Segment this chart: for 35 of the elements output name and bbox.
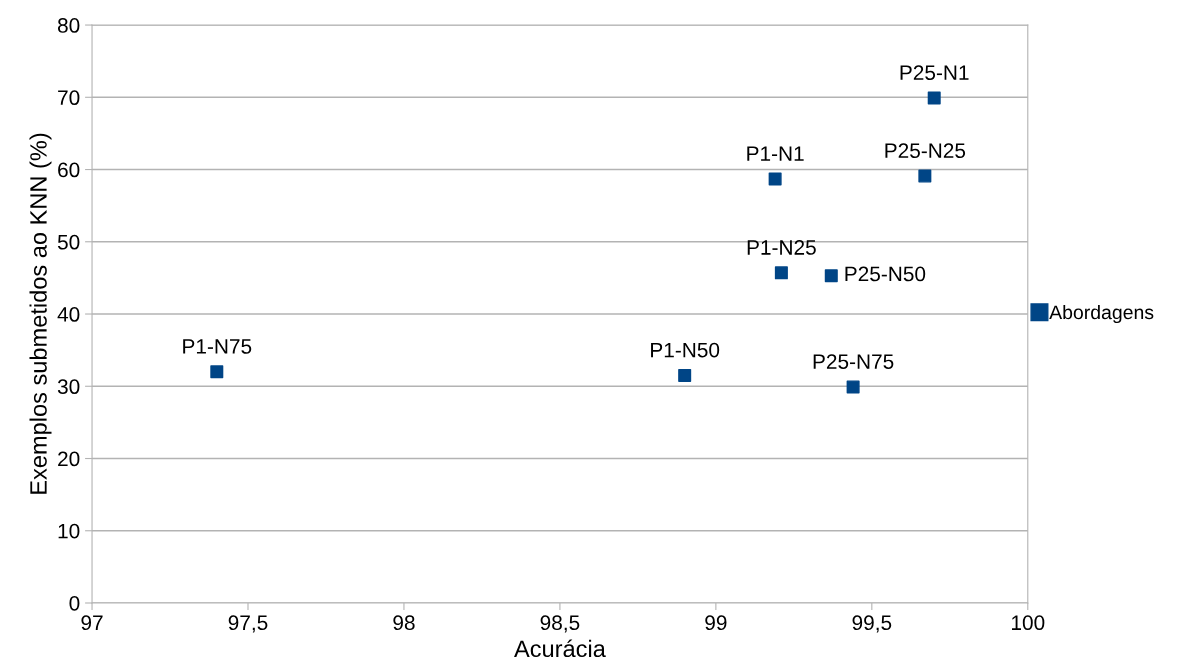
y-tick-label: 40 [57, 307, 80, 322]
x-tick-label: 99,5 [852, 615, 892, 633]
y-tick-label: 10 [58, 523, 80, 539]
annotation: P25-N75 [813, 354, 894, 369]
x-tick-label: 99 [705, 615, 727, 631]
point [927, 91, 941, 105]
legend-label: Abordagens [1049, 304, 1154, 324]
x-axis-title: Acurácia [514, 639, 606, 658]
point [918, 169, 932, 183]
y-tick-label: 0 [69, 596, 80, 611]
point [774, 266, 788, 280]
y-tick-label: 50 [57, 234, 80, 250]
point [768, 172, 782, 186]
point [846, 380, 860, 394]
y-tick-label: 70 [58, 90, 80, 106]
x-tick-label: 97,5 [228, 615, 268, 633]
x-tick-label: 97 [81, 615, 103, 631]
point [678, 368, 692, 382]
point [824, 269, 838, 283]
annotation: P1-N50 [651, 342, 720, 358]
annotation: P25-N50 [845, 266, 926, 282]
x-tick-label: 98 [393, 615, 415, 631]
annotation: P25-N1 [900, 65, 969, 80]
annotation: P25-N25 [885, 143, 966, 159]
y-tick-label: 20 [58, 451, 80, 467]
x-tick-label: 98,5 [540, 615, 580, 633]
x-tick-label: 100 [1012, 615, 1045, 631]
y-tick-label: 60 [58, 162, 80, 178]
annotation: P1-N1 [747, 146, 804, 161]
y-axis-title: Exemplos submetidos ao KNN (%) [29, 133, 52, 494]
y-tick-label: 80 [57, 18, 80, 33]
annotation: P1-N75 [183, 339, 252, 354]
annotation: P1-N25 [747, 240, 816, 255]
y-tick-label: 30 [57, 379, 80, 395]
point [210, 365, 224, 379]
